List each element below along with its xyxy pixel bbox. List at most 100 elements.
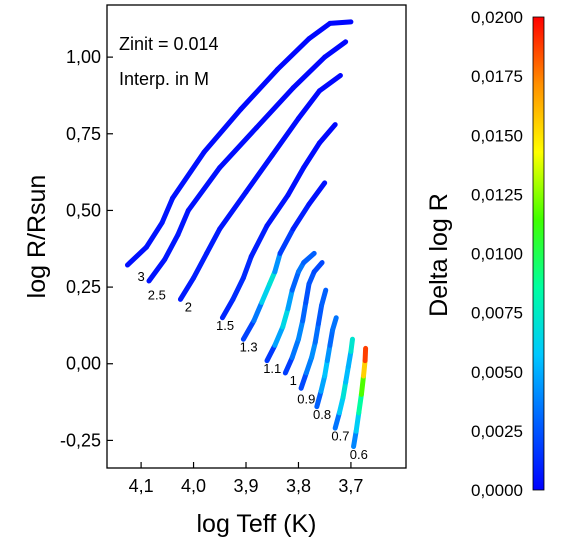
colorbar-tick-label: 0,0075 [471, 304, 523, 323]
track-segment [185, 165, 223, 213]
x-axis: 4,1 4,0 3,9 3,8 3,7 [129, 462, 363, 496]
track-segment [336, 394, 346, 416]
colorbar-tick-label: 0,0100 [471, 245, 523, 264]
track-1 [282, 260, 325, 376]
track-segment [362, 345, 369, 364]
track-segment [306, 20, 333, 42]
mass-label: 1.3 [240, 339, 258, 354]
track-segment [301, 250, 317, 266]
track-segment [353, 410, 362, 434]
track-segment [356, 391, 364, 416]
colorbar-tick-label: 0,0200 [471, 8, 523, 27]
track-segment [238, 66, 280, 112]
colorbar-title: Delta log R [425, 193, 453, 317]
track-segment [170, 149, 207, 201]
track-segment [290, 54, 328, 91]
track-segment [324, 342, 333, 364]
track-segment [312, 321, 321, 345]
track-1.3 [240, 180, 328, 342]
colorbar-tick-label: 0,0125 [471, 185, 523, 204]
track-segment [290, 201, 312, 232]
track-segment [272, 324, 286, 348]
track-segment [343, 364, 351, 385]
track-segment [243, 152, 275, 195]
track-segment [146, 256, 168, 284]
y-tick-label: 0,25 [66, 277, 101, 297]
mass-label: 0.8 [313, 407, 331, 422]
track-segment [248, 223, 270, 259]
track-segment [282, 355, 295, 376]
colorbar-tick-label: 0,0175 [471, 67, 523, 86]
mass-label: 3 [137, 269, 144, 284]
track-segment [280, 306, 291, 330]
track-2 [177, 73, 343, 302]
track-segment [303, 281, 312, 305]
mass-label: 0.7 [331, 428, 349, 443]
track-segment [358, 373, 367, 397]
track-segment [254, 85, 296, 131]
track-segment [315, 302, 325, 327]
track-segment [318, 373, 328, 394]
track-segment [285, 287, 295, 312]
annotation-zinit: Zinit = 0.014 [119, 34, 219, 54]
track-1.1 [264, 250, 317, 364]
track-segment [204, 226, 223, 256]
track-segment [259, 281, 273, 305]
track-segment [330, 315, 339, 333]
track-segment [217, 125, 259, 171]
colorbar-tick-label: 0,0050 [471, 363, 523, 382]
track-segment [361, 358, 368, 379]
track-0.9 [298, 287, 329, 391]
track-segment [289, 336, 301, 361]
track-segment [264, 342, 278, 364]
track-segment [277, 226, 296, 256]
x-tick-label: 4,1 [129, 476, 154, 496]
y-tick-label: -0,25 [60, 430, 101, 450]
track-segment [300, 299, 309, 324]
track-segment [162, 232, 181, 262]
track-segment [345, 348, 354, 370]
track-segment [322, 358, 330, 379]
track-segment [201, 106, 244, 155]
track-0.8 [314, 315, 339, 410]
track-segment [230, 275, 246, 302]
track-segment [340, 379, 349, 400]
track-segment [240, 253, 254, 281]
mass-label: 0.6 [350, 447, 368, 462]
track-segment [301, 140, 322, 171]
x-tick-label: 3,7 [338, 476, 363, 496]
track-segment [240, 318, 257, 342]
mass-label: 1.5 [216, 318, 234, 333]
colorbar-tick-label: 0,0150 [471, 126, 523, 145]
track-segment [289, 269, 301, 293]
y-tick-label: 0,50 [66, 200, 101, 220]
track-segment [295, 318, 306, 342]
colorbar-tick-label: 0,0025 [471, 422, 523, 441]
track-segment [327, 19, 354, 26]
y-tick-label: 0,75 [66, 124, 101, 144]
track-segment [348, 336, 355, 354]
track-segment [309, 339, 318, 361]
track-segment [332, 410, 342, 431]
y-axis-title: log R/Rsun [23, 175, 51, 299]
colorbar [532, 16, 545, 491]
x-tick-label: 3,8 [286, 476, 311, 496]
track-segment [159, 195, 176, 226]
x-tick-label: 4,0 [181, 476, 206, 496]
track-3 [124, 19, 354, 268]
track-segment [177, 275, 197, 302]
track-segment [191, 250, 210, 281]
track-segment [269, 115, 301, 158]
mass-label: 2 [185, 300, 192, 315]
track-segment [316, 122, 338, 146]
track-segment [285, 165, 307, 198]
track-segment [316, 73, 343, 94]
track-segment [319, 287, 329, 308]
plot-frame [106, 4, 407, 469]
x-tick-label: 3,9 [233, 476, 258, 496]
track-segment [306, 180, 328, 207]
track-segment [351, 428, 359, 450]
track-2.5 [146, 39, 349, 284]
mass-labels: 3 2.5 2 1.5 1.3 1.1 10.90.80.70.6 [137, 269, 367, 462]
